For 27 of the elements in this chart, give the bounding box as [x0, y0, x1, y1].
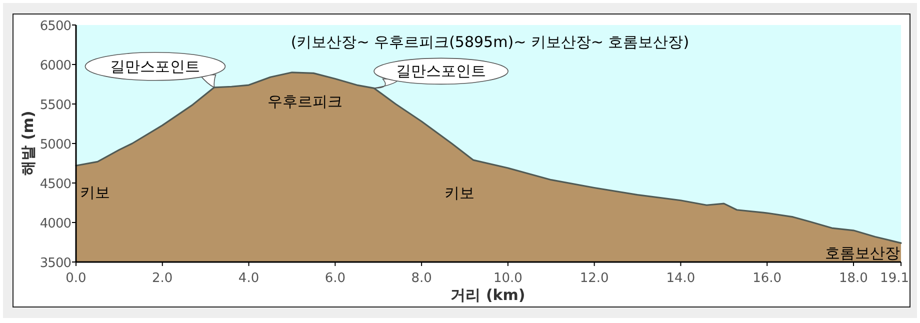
x-tick-label: 8.0	[411, 271, 432, 286]
x-tick-label: 18.0	[839, 271, 868, 286]
y-tick-label: 6500	[40, 19, 72, 34]
y-tick-label: 4000	[40, 216, 72, 232]
y-tick-label: 3500	[40, 256, 72, 271]
annotation: 호롬보산장	[825, 244, 900, 262]
y-tick-label: 5000	[40, 138, 72, 152]
annotation: 키보	[444, 184, 474, 202]
annotation: 길만스포인트	[396, 62, 486, 80]
x-tick-label: 4.0	[238, 271, 260, 286]
y-tick-label: 6000	[40, 58, 72, 74]
text: (키보산장~ 우후르피크(5895m)~ 키보산장~ 호롬보산장)	[290, 33, 690, 51]
x-tick-label: 16.0	[752, 271, 782, 286]
annotation: 우후르피크	[267, 92, 342, 110]
x-tick-label: 10.0	[493, 271, 522, 286]
annotation: 키보	[80, 184, 110, 202]
x-tick-label: 12.0	[580, 271, 609, 286]
x-axis-title: 거리 (km)	[450, 286, 526, 304]
y-tick-label: 5500	[40, 98, 72, 113]
x-tick-label: 0.0	[66, 271, 86, 286]
annotation: 길만스포인트	[110, 57, 200, 76]
x-tick-label: 14.0	[666, 271, 696, 286]
x-tick-label: 19.1	[880, 271, 909, 286]
y-axis-title: 해발 (m)	[19, 110, 37, 176]
x-tick-label: 6.0	[324, 271, 346, 286]
x-tick-label: 2.0	[152, 271, 173, 286]
y-tick-label: 4500	[40, 177, 72, 192]
